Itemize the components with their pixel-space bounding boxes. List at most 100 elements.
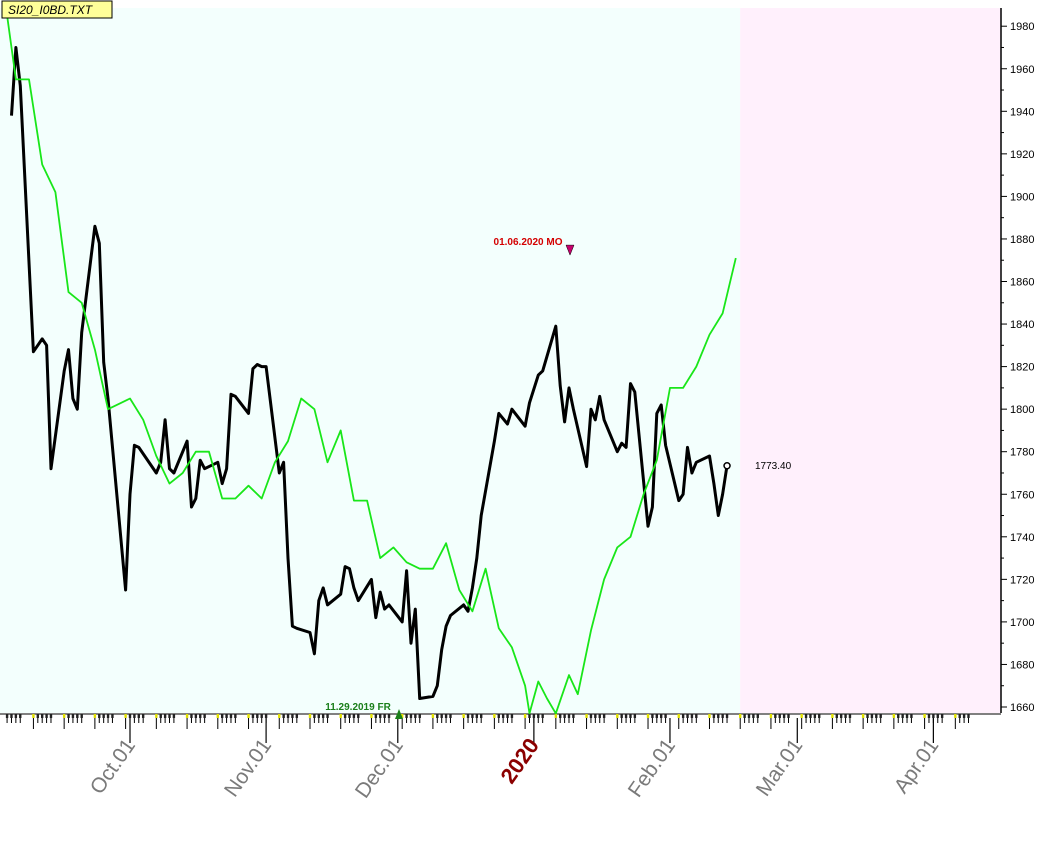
x-day-mark bbox=[563, 714, 566, 718]
x-day-mark bbox=[308, 714, 312, 718]
x-day-mark bbox=[813, 714, 817, 718]
x-tick-label: Nov.01 bbox=[220, 735, 276, 801]
x-day-mark bbox=[102, 714, 105, 718]
x-day-mark bbox=[616, 714, 619, 718]
x-day-mark bbox=[800, 714, 803, 718]
x-day-mark bbox=[387, 714, 391, 718]
x-day-mark bbox=[752, 714, 755, 718]
x-day-mark bbox=[400, 714, 404, 718]
x-day-mark bbox=[278, 714, 281, 718]
y-tick-label: 1800 bbox=[1010, 404, 1034, 416]
x-day-mark bbox=[106, 714, 110, 718]
x-day-mark bbox=[501, 714, 505, 718]
x-day-mark bbox=[295, 714, 299, 718]
last-value-label: 1773.40 bbox=[755, 461, 792, 472]
x-day-mark bbox=[45, 714, 48, 718]
x-day-mark bbox=[436, 714, 439, 718]
x-day-mark bbox=[111, 714, 114, 718]
price-series-line bbox=[10, 46, 729, 700]
x-day-mark bbox=[71, 714, 75, 718]
x-day-mark bbox=[664, 714, 667, 718]
x-day-mark bbox=[739, 714, 742, 718]
x-day-mark bbox=[690, 714, 694, 718]
y-tick-label: 1920 bbox=[1010, 149, 1034, 161]
x-day-mark bbox=[778, 714, 781, 718]
x-day-mark bbox=[41, 714, 44, 718]
y-tick-label: 1780 bbox=[1010, 447, 1034, 459]
x-day-mark bbox=[835, 714, 838, 718]
y-tick-label: 1680 bbox=[1010, 659, 1034, 671]
y-tick-label: 1960 bbox=[1010, 64, 1034, 76]
annotation-layer: 01.06.2020 MO 11.29.2019 FR 1773.40 bbox=[2, 2, 792, 719]
x-day-mark bbox=[818, 714, 821, 718]
x-day-mark bbox=[629, 714, 632, 718]
x-day-mark bbox=[901, 714, 904, 718]
x-day-mark bbox=[264, 714, 268, 718]
x-day-mark bbox=[155, 714, 158, 718]
x-day-mark bbox=[861, 714, 865, 718]
x-day-mark bbox=[940, 714, 944, 718]
x-day-mark bbox=[137, 714, 140, 718]
x-day-mark bbox=[892, 714, 896, 718]
y-tick-label: 1720 bbox=[1010, 574, 1034, 586]
x-day-mark bbox=[804, 714, 808, 718]
x-tick-label: Apr.01 bbox=[890, 735, 944, 798]
x-day-mark bbox=[124, 714, 127, 718]
x-day-mark bbox=[532, 714, 536, 718]
x-day-mark bbox=[163, 714, 167, 718]
x-day-mark bbox=[5, 714, 9, 718]
x-day-mark bbox=[839, 714, 843, 718]
x-day-mark bbox=[10, 714, 13, 718]
file-label: SI20_I0BD.TXT bbox=[1, 0, 113, 19]
x-day-mark bbox=[14, 714, 18, 718]
x-day-mark bbox=[357, 714, 360, 718]
x-day-mark bbox=[910, 714, 913, 718]
x-day-mark bbox=[383, 714, 386, 718]
y-axis: 1660 1680 1700 1720 1740 1760 1780 1800 1820 1840… bbox=[1000, 8, 1034, 714]
x-day-mark bbox=[769, 714, 773, 718]
x-day-mark bbox=[199, 714, 202, 718]
x-day-mark bbox=[962, 714, 966, 718]
x-day-mark bbox=[444, 714, 448, 718]
high-point-marker bbox=[565, 244, 575, 256]
x-day-mark bbox=[98, 714, 101, 718]
x-day-mark bbox=[936, 714, 939, 718]
x-day-mark bbox=[326, 714, 329, 718]
x-day-mark bbox=[677, 714, 680, 718]
x-day-mark bbox=[897, 714, 900, 718]
x-day-mark bbox=[537, 714, 540, 718]
x-day-mark bbox=[506, 714, 509, 718]
x-day-mark bbox=[717, 714, 720, 718]
x-tick-label: Mar.01 bbox=[752, 735, 808, 801]
x-day-mark bbox=[379, 714, 382, 718]
x-day-mark bbox=[348, 714, 351, 718]
x-day-mark bbox=[291, 714, 294, 718]
x-day-mark bbox=[681, 714, 685, 718]
x-day-mark bbox=[743, 714, 746, 718]
x-day-mark bbox=[216, 714, 219, 718]
forecast-background bbox=[740, 8, 1001, 713]
x-day-mark bbox=[80, 714, 83, 718]
x-day-mark bbox=[220, 714, 224, 718]
x-day-mark bbox=[159, 714, 162, 718]
x-day-mark bbox=[756, 714, 759, 718]
x-day-mark bbox=[493, 714, 496, 718]
x-day-mark bbox=[190, 714, 193, 718]
x-day-mark bbox=[602, 714, 606, 718]
x-day-mark bbox=[598, 714, 601, 718]
forecast-series-line bbox=[6, 15, 737, 715]
x-day-mark bbox=[523, 714, 527, 718]
x-day-mark bbox=[471, 714, 474, 718]
low-point-label: 11.29.2019 FR bbox=[325, 702, 391, 713]
x-day-mark bbox=[954, 714, 957, 718]
x-day-mark bbox=[76, 714, 79, 718]
last-value-marker bbox=[723, 461, 731, 470]
x-day-mark bbox=[128, 714, 132, 718]
x-day-mark bbox=[133, 714, 136, 718]
x-day-mark bbox=[194, 714, 198, 718]
x-day-mark bbox=[67, 714, 70, 718]
x-day-mark bbox=[875, 714, 878, 718]
x-day-mark bbox=[747, 714, 751, 718]
x-day-mark bbox=[927, 714, 931, 718]
x-day-mark bbox=[923, 714, 926, 718]
